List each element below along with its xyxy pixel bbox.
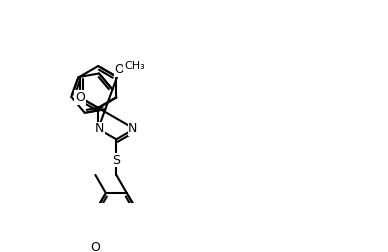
Text: CH₃: CH₃ xyxy=(124,61,145,71)
Text: O: O xyxy=(90,241,100,252)
Text: S: S xyxy=(112,154,120,167)
Text: O: O xyxy=(115,63,125,76)
Text: O: O xyxy=(75,91,85,104)
Text: N: N xyxy=(128,122,137,135)
Text: N: N xyxy=(95,122,104,135)
